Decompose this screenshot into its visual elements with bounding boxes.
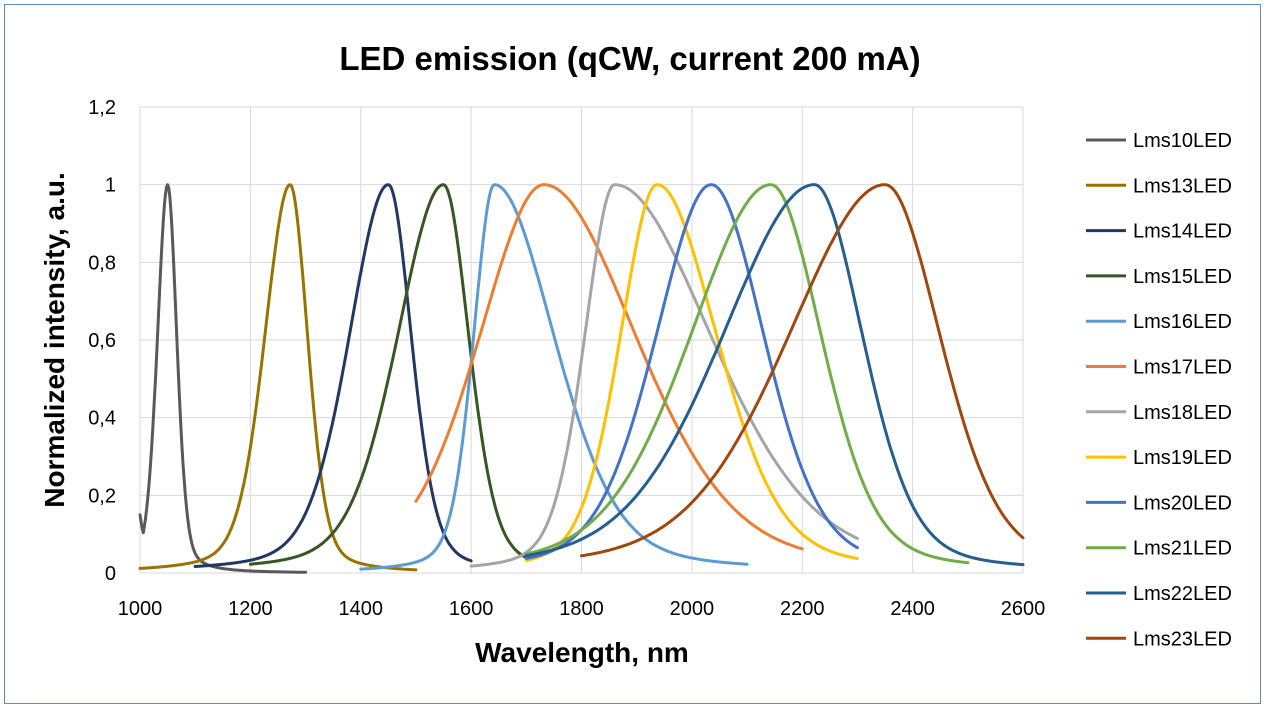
legend-label: Lms13LED <box>1133 175 1232 197</box>
y-tick-label: 0,8 <box>88 252 116 274</box>
y-tick-label: 0,6 <box>88 330 116 352</box>
legend-label: Lms19LED <box>1133 447 1232 469</box>
x-tick-label: 1600 <box>449 598 494 620</box>
series-line-lms13led <box>138 183 418 572</box>
legend-label: Lms20LED <box>1133 492 1232 514</box>
chart-frame <box>4 4 1261 704</box>
y-tick-label: 0,4 <box>88 408 116 430</box>
series-line-lms15led <box>248 183 528 566</box>
legend-label: Lms16LED <box>1133 311 1232 333</box>
legend-label: Lms17LED <box>1133 357 1232 379</box>
legend-label: Lms22LED <box>1133 583 1232 605</box>
chart-title: LED emission (qCW, current 200 mA) <box>339 40 920 77</box>
y-tick-labels: 0 0,2 0,4 0,6 0,8 1 1,2 <box>88 97 116 585</box>
series-curves <box>138 183 1025 574</box>
legend-label: Lms23LED <box>1133 628 1232 650</box>
x-tick-label: 1400 <box>339 598 384 620</box>
y-tick-label: 1,2 <box>88 97 116 119</box>
x-tick-label: 2200 <box>780 598 825 620</box>
x-tick-label: 2400 <box>890 598 935 620</box>
series-line-lms14led <box>193 183 473 568</box>
y-tick-label: 0,2 <box>88 485 116 507</box>
series-line-lms19led <box>524 183 859 562</box>
legend-label: Lms15LED <box>1133 266 1232 288</box>
x-tick-label: 1000 <box>118 598 163 620</box>
x-tick-label: 2000 <box>670 598 715 620</box>
series-line-lms17led <box>414 183 804 551</box>
legend-label: Lms14LED <box>1133 221 1232 243</box>
series-line-lms23led <box>580 183 1025 558</box>
series-line-lms22led <box>524 183 1025 567</box>
legend-label: Lms18LED <box>1133 402 1232 424</box>
series-line-lms10led <box>138 183 308 574</box>
legend: Lms10LED Lms13LED Lms14LED Lms15LED Lms16LED… <box>1086 130 1232 650</box>
series-line-lms16led <box>359 183 749 571</box>
y-tick-label: 1 <box>105 175 116 197</box>
x-tick-labels: 1000 1200 1400 1600 1800 2000 2200 2400 2600 <box>118 598 1046 620</box>
series-line-lms18led <box>469 183 859 568</box>
y-axis-label: Normalized intensity, a.u. <box>39 172 70 508</box>
x-axis-label: Wavelength, nm <box>475 637 689 668</box>
x-tick-label: 2600 <box>1001 598 1046 620</box>
y-tick-label: 0 <box>105 563 116 585</box>
x-tick-label: 1200 <box>228 598 273 620</box>
legend-label: Lms21LED <box>1133 538 1232 560</box>
series-line-lms21led <box>524 183 970 565</box>
legend-label: Lms10LED <box>1133 130 1232 152</box>
grid-lines <box>139 106 1024 574</box>
x-tick-label: 1800 <box>559 598 604 620</box>
